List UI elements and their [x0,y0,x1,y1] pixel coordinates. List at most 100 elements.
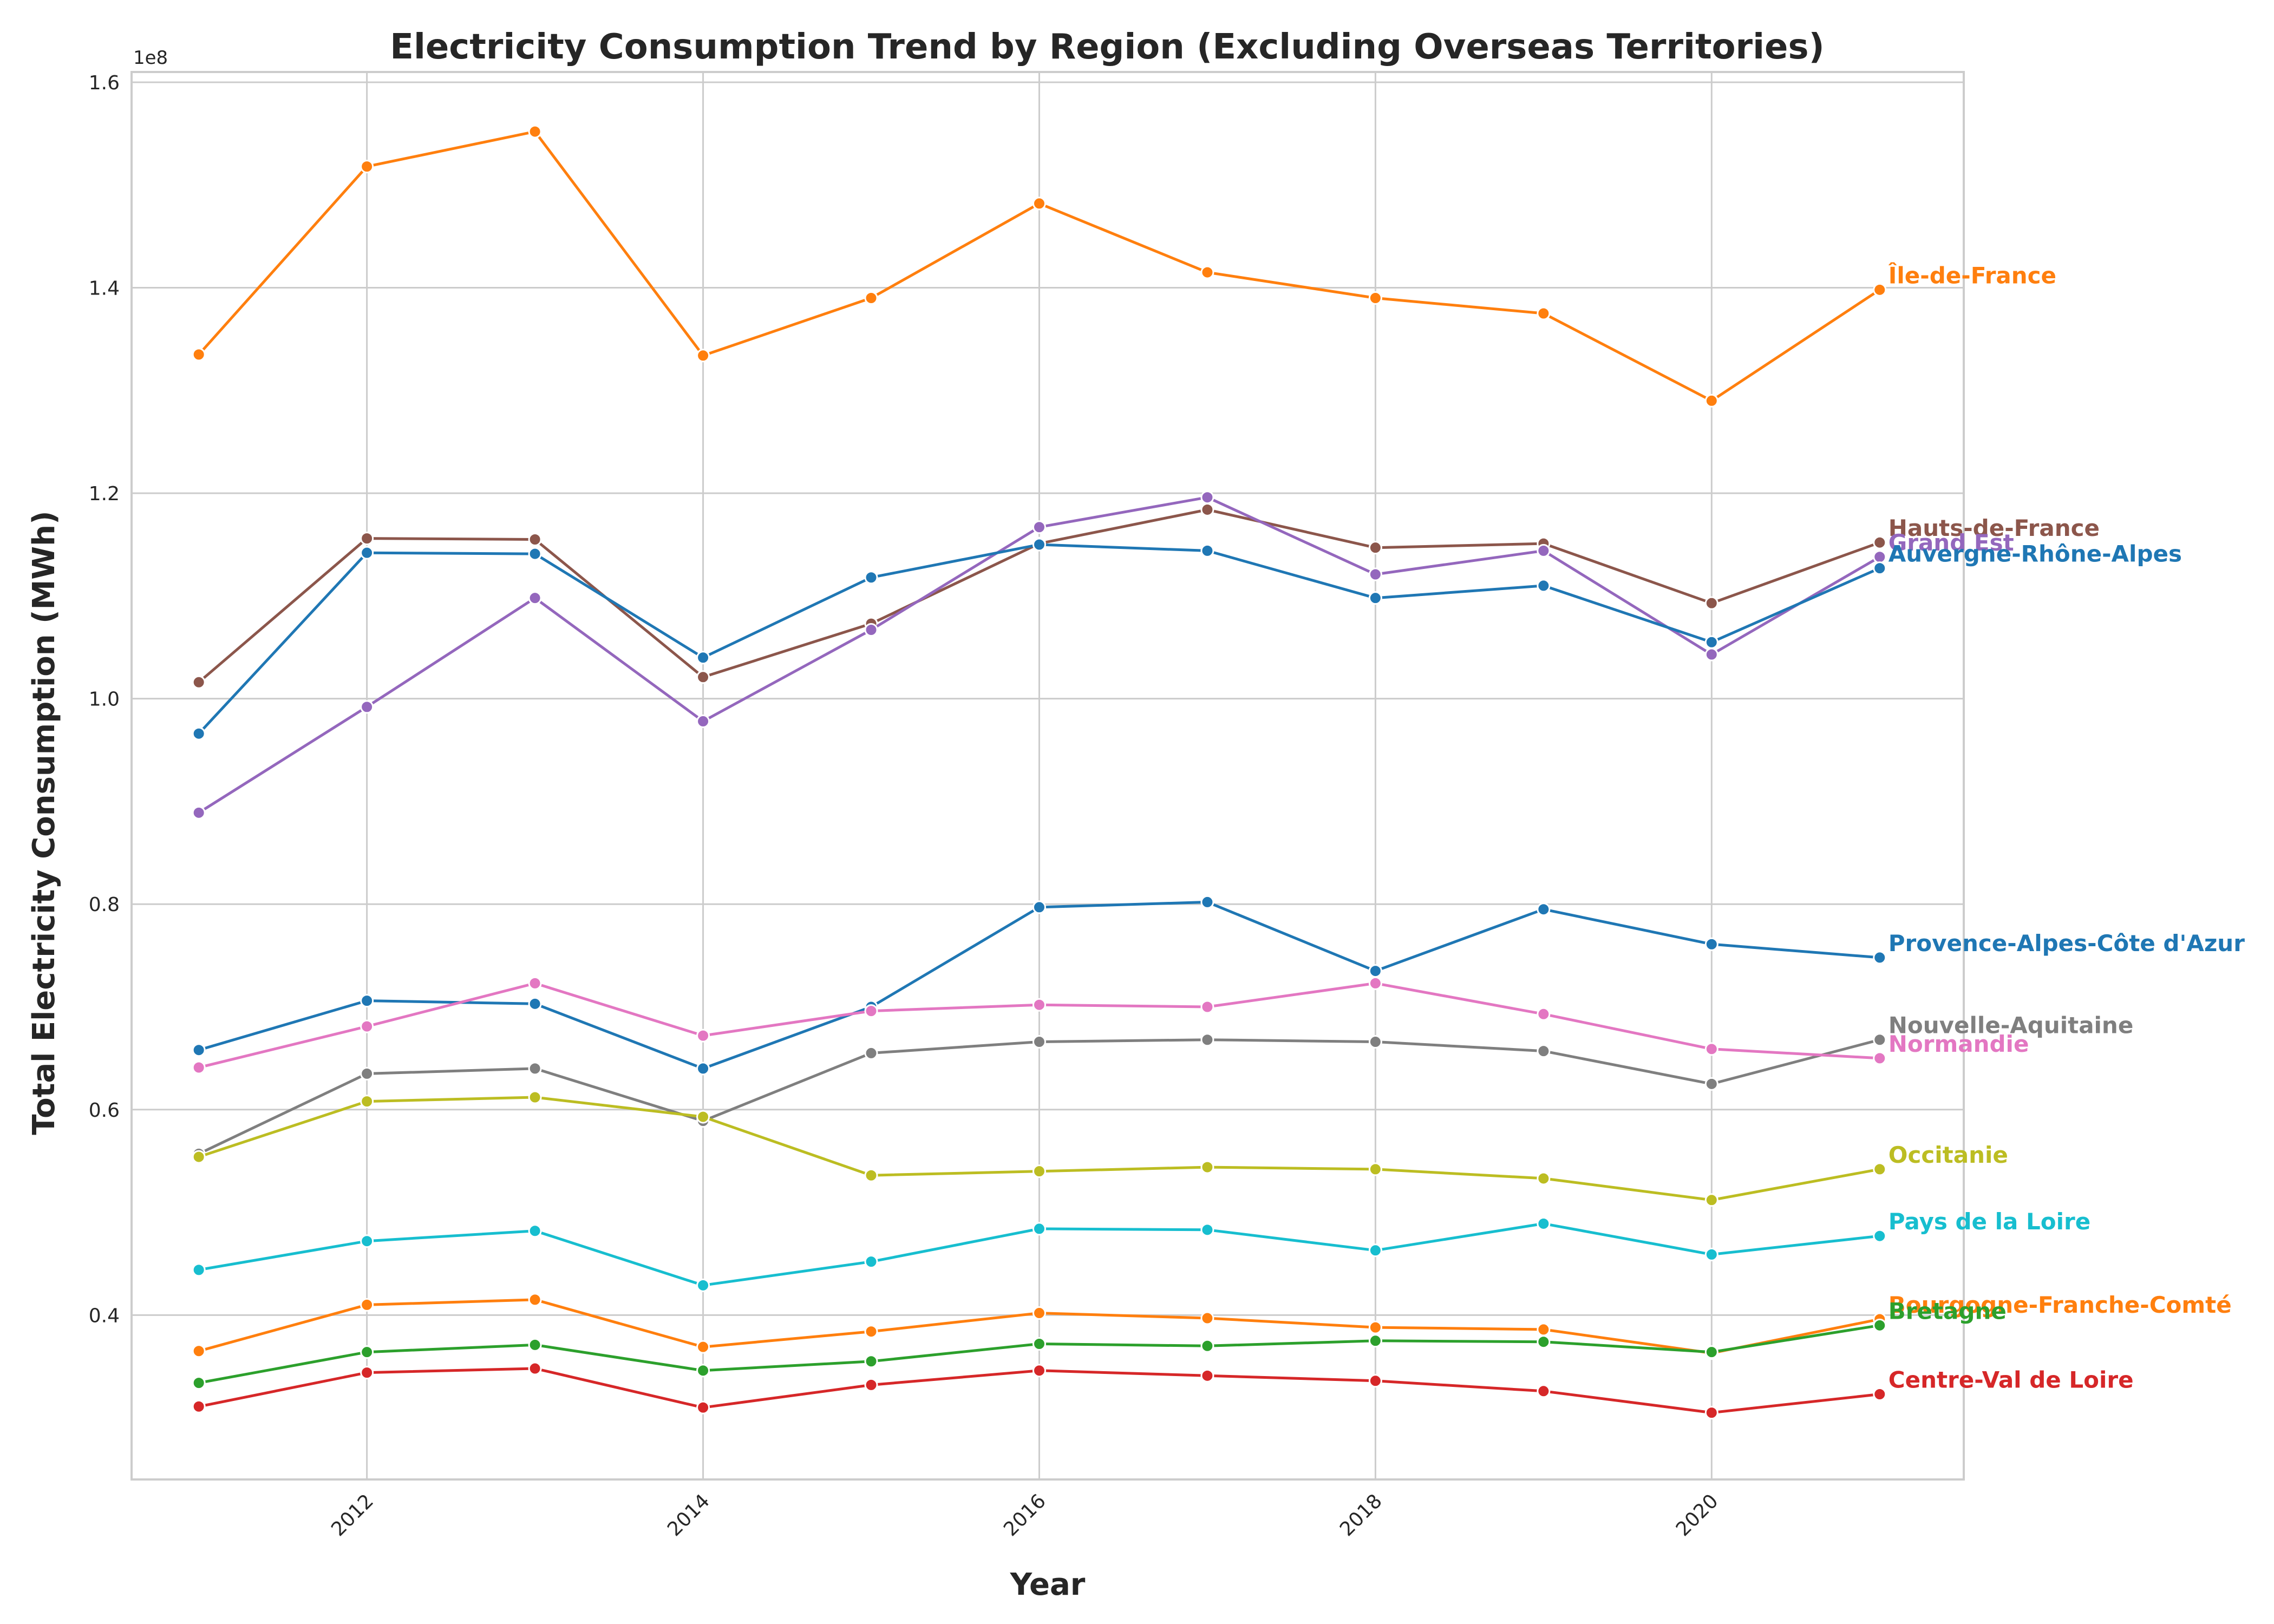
data-point [360,1066,374,1081]
data-point [864,1255,878,1269]
data-point [528,997,542,1011]
data-point [1537,1216,1551,1230]
data-point [1200,543,1214,558]
data-point [1537,902,1551,916]
data-point [528,1293,542,1307]
y-tick-label: 1.0 [89,689,120,711]
series-end-label: Île-de-France [1889,261,2056,289]
data-point [360,1366,374,1380]
data-point [1032,1306,1046,1320]
data-point [360,1345,374,1359]
data-point [528,976,542,990]
data-point [192,675,206,689]
series-group [192,1361,1887,1420]
data-point [1032,900,1046,914]
data-point [1873,1033,1887,1047]
data-point [1704,647,1718,662]
data-point [696,1400,710,1415]
y-tick-label: 1.6 [89,72,120,94]
data-point [1368,291,1382,305]
data-point [1368,541,1382,555]
data-point [1200,1339,1214,1353]
data-point [1032,197,1046,211]
series-end-label: Occitanie [1889,1142,2008,1168]
data-point [1537,1007,1551,1021]
data-point [696,714,710,728]
data-point [1200,265,1214,279]
data-point [864,1378,878,1392]
data-point [1368,1243,1382,1258]
series-end-label: Bourgogne-Franche-Comté [1889,1292,2232,1318]
data-point [1200,895,1214,909]
data-point [1200,1160,1214,1174]
data-point [192,1376,206,1390]
data-point [1032,1222,1046,1236]
data-point [1704,1406,1718,1420]
data-point [1704,1077,1718,1091]
data-point [1368,1035,1382,1049]
data-point [1200,1000,1214,1014]
data-point [1368,1334,1382,1348]
data-point [1537,1322,1551,1337]
y-tick-label: 0.6 [89,1099,120,1122]
data-point [696,1340,710,1354]
x-axis-title: Year [1010,1567,1086,1602]
y-tick-label: 1.2 [89,483,120,505]
data-point [1368,1374,1382,1388]
data-point [1200,1033,1214,1047]
data-point [1032,1364,1046,1378]
data-point [1873,1229,1887,1243]
series-group [192,1216,1887,1292]
data-point [192,1043,206,1057]
series-group [192,490,1887,820]
data-point [1032,1035,1046,1049]
data-point [1873,1318,1887,1332]
series-layer [192,125,1887,1420]
data-point [1368,964,1382,978]
y-axis-title: Total Electricity Consumption (MWh) [27,510,62,1135]
data-point [360,700,374,714]
data-point [696,349,710,363]
grid [132,72,1964,1479]
data-point [528,1090,542,1104]
data-point [528,125,542,139]
series-end-label: Grand Est [1889,529,2014,556]
data-point [1032,1337,1046,1351]
data-point [192,1399,206,1413]
data-point [1368,567,1382,581]
data-point [1704,1042,1718,1056]
data-point [696,1029,710,1043]
series-group [192,125,1887,408]
data-point [1704,1345,1718,1359]
series-group [192,538,1887,741]
data-point [864,1168,878,1182]
data-point [864,1325,878,1339]
plot-frame [130,71,1965,1481]
data-point [1873,283,1887,297]
data-point [1537,579,1551,593]
data-point [528,1062,542,1076]
data-point [192,806,206,820]
series-group [192,976,1887,1075]
data-point [192,1263,206,1277]
series-end-label: Bretagne [1889,1298,2007,1324]
y-tick-label: 1.4 [89,278,120,300]
series-end-label: Pays de la Loire [1889,1208,2090,1235]
data-point [1200,502,1214,516]
data-point [1032,1164,1046,1178]
series-group [192,1318,1887,1390]
data-point [1873,951,1887,965]
data-point [1873,1162,1887,1176]
data-point [360,1019,374,1033]
data-point [360,1095,374,1109]
data-point [1200,1223,1214,1237]
series-end-label: Hauts-de-France [1889,515,2100,541]
series-end-label: Provence-Alpes-Côte d'Azur [1889,930,2245,957]
data-point [1873,535,1887,549]
data-point [1537,1171,1551,1186]
data-point [528,1224,542,1238]
series-end-label: Auvergne-Rhône-Alpes [1889,541,2182,567]
data-point [1368,1320,1382,1334]
